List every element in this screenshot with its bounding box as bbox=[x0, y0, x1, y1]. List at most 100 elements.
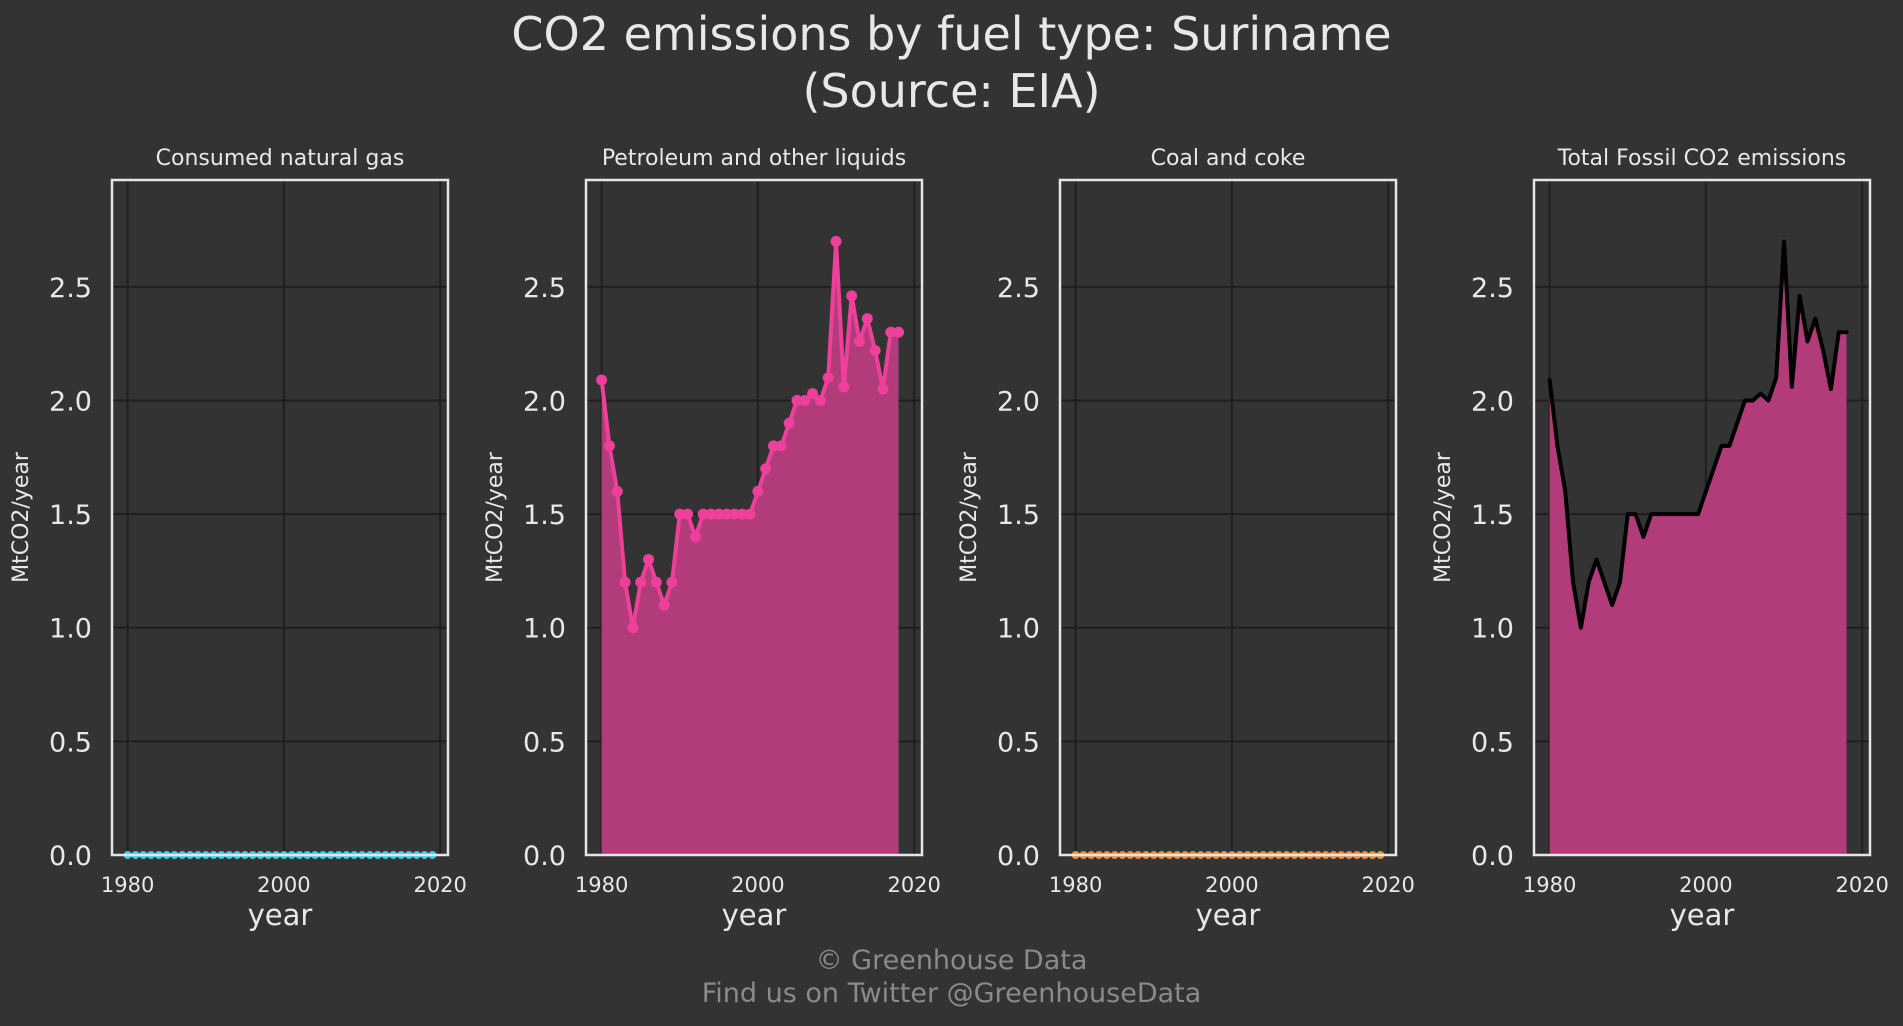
y-tick-label: 2.5 bbox=[523, 273, 566, 304]
data-point bbox=[775, 440, 787, 452]
plot-frame bbox=[1532, 178, 1872, 857]
y-tick-label: 1.0 bbox=[523, 614, 566, 645]
data-point bbox=[846, 290, 858, 302]
x-axis-label: year bbox=[722, 898, 787, 932]
data-point bbox=[877, 383, 889, 395]
panel-1: 0.0 0.5 1.0 1.5 2.0 2.5 1980 2000 2020 Consumed n… bbox=[9, 146, 467, 932]
x-tick-label: 2000 bbox=[257, 873, 310, 897]
data-point bbox=[853, 335, 865, 347]
panel-4: 0.0 0.5 1.0 1.5 2.0 2.5 1980 2000 2020 Total Foss… bbox=[1431, 146, 1889, 932]
data-point bbox=[744, 508, 756, 520]
plot-frame bbox=[584, 178, 924, 857]
area-fill bbox=[601, 241, 899, 855]
data-point bbox=[838, 381, 850, 393]
data-point bbox=[791, 394, 803, 406]
data-point bbox=[705, 508, 717, 520]
data-point bbox=[713, 508, 725, 520]
data-point bbox=[807, 388, 819, 400]
x-axis-label: year bbox=[1670, 898, 1735, 932]
data-point bbox=[752, 485, 764, 497]
data-point bbox=[682, 508, 694, 520]
y-tick-label: 0.0 bbox=[523, 841, 566, 872]
data-point bbox=[783, 417, 795, 429]
y-tick-label: 1.5 bbox=[523, 500, 566, 531]
y-axis-label: MtCO2/year bbox=[483, 451, 508, 583]
data-point bbox=[650, 576, 662, 588]
data-point bbox=[861, 313, 873, 325]
x-tick-label: 1980 bbox=[1049, 873, 1102, 897]
y-tick-label: 1.5 bbox=[49, 500, 92, 531]
x-tick-label: 2000 bbox=[1205, 873, 1258, 897]
x-axis-label: year bbox=[1196, 898, 1261, 932]
footer-twitter: Find us on Twitter @GreenhouseData bbox=[701, 978, 1202, 1009]
y-tick-label: 0.5 bbox=[49, 727, 92, 758]
y-tick-label: 2.0 bbox=[49, 386, 92, 417]
figure-title-line-2: (Source: EIA) bbox=[802, 64, 1101, 118]
y-tick-label: 2.5 bbox=[1471, 273, 1514, 304]
y-tick-label: 0.5 bbox=[997, 727, 1040, 758]
y-tick-label: 2.0 bbox=[1471, 386, 1514, 417]
y-tick-label: 0.5 bbox=[523, 727, 566, 758]
data-point bbox=[893, 326, 905, 338]
data-point bbox=[822, 372, 834, 384]
panel-2: 0.0 0.5 1.0 1.5 2.0 2.5 1980 2000 2020 Petroleum … bbox=[483, 146, 941, 932]
data-point bbox=[658, 599, 670, 611]
x-tick-label: 1980 bbox=[575, 873, 628, 897]
data-point bbox=[643, 554, 655, 566]
x-tick-label: 1980 bbox=[101, 873, 154, 897]
y-tick-label: 2.5 bbox=[49, 273, 92, 304]
data-point bbox=[674, 508, 686, 520]
data-point bbox=[596, 374, 608, 386]
y-tick-label: 0.0 bbox=[49, 841, 92, 872]
footer-credit: © Greenhouse Data bbox=[815, 945, 1088, 976]
data-point bbox=[768, 440, 780, 452]
x-tick-label: 2000 bbox=[1679, 873, 1732, 897]
y-tick-label: 1.5 bbox=[1471, 500, 1514, 531]
data-point bbox=[603, 440, 615, 452]
data-point bbox=[799, 394, 811, 406]
data-point bbox=[635, 576, 647, 588]
panel-title: Petroleum and other liquids bbox=[602, 146, 906, 171]
panel-title: Consumed natural gas bbox=[156, 146, 405, 171]
data-point bbox=[611, 485, 623, 497]
area-fill bbox=[1549, 241, 1847, 855]
y-tick-label: 1.0 bbox=[49, 614, 92, 645]
plot-frame bbox=[110, 178, 450, 857]
y-axis-label: MtCO2/year bbox=[1431, 451, 1456, 583]
data-point bbox=[666, 576, 678, 588]
panel-title: Total Fossil CO2 emissions bbox=[1557, 146, 1847, 171]
data-point bbox=[619, 576, 631, 588]
y-tick-label: 2.5 bbox=[997, 273, 1040, 304]
data-point bbox=[736, 508, 748, 520]
y-tick-label: 0.0 bbox=[1471, 841, 1514, 872]
figure-title-line-1: CO2 emissions by fuel type: Suriname bbox=[511, 7, 1392, 61]
y-tick-label: 2.0 bbox=[997, 386, 1040, 417]
x-tick-label: 2000 bbox=[731, 873, 784, 897]
data-point bbox=[697, 508, 709, 520]
data-point bbox=[627, 622, 639, 634]
y-tick-label: 1.0 bbox=[1471, 614, 1514, 645]
y-axis-label: MtCO2/year bbox=[957, 451, 982, 583]
data-point bbox=[814, 394, 826, 406]
x-axis-label: year bbox=[248, 898, 313, 932]
y-axis-label: MtCO2/year bbox=[9, 451, 34, 583]
data-point bbox=[760, 463, 772, 475]
x-tick-label: 1980 bbox=[1523, 873, 1576, 897]
x-tick-label: 2020 bbox=[887, 873, 940, 897]
data-point bbox=[869, 344, 881, 356]
x-tick-label: 2020 bbox=[1835, 873, 1888, 897]
panel-3: 0.0 0.5 1.0 1.5 2.0 2.5 1980 2000 2020 Coal and c… bbox=[957, 146, 1415, 932]
data-point bbox=[728, 508, 740, 520]
panel-title: Coal and coke bbox=[1151, 146, 1306, 171]
y-tick-label: 0.5 bbox=[1471, 727, 1514, 758]
x-tick-label: 2020 bbox=[413, 873, 466, 897]
y-tick-label: 1.5 bbox=[997, 500, 1040, 531]
x-tick-label: 2020 bbox=[1361, 873, 1414, 897]
data-point bbox=[689, 531, 701, 543]
plot-frame bbox=[1058, 178, 1398, 857]
data-point bbox=[721, 508, 733, 520]
data-point bbox=[885, 326, 897, 338]
y-tick-label: 2.0 bbox=[523, 386, 566, 417]
